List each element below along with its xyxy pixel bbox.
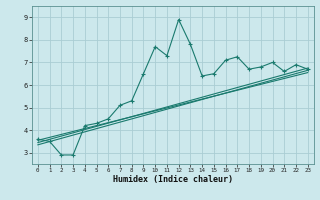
X-axis label: Humidex (Indice chaleur): Humidex (Indice chaleur) xyxy=(113,175,233,184)
